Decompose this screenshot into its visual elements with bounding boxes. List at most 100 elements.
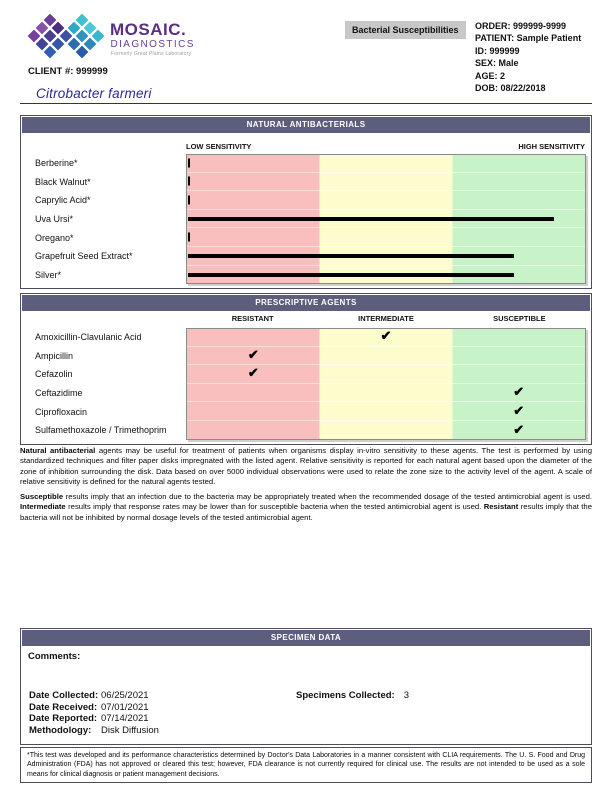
result-cell-resistant: ✔ xyxy=(187,347,320,366)
specimen-date-label: Methodology: xyxy=(29,724,92,736)
result-cell-susceptible xyxy=(452,365,586,384)
result-cell-intermediate xyxy=(319,365,453,384)
natural-agent-row: Berberine* xyxy=(21,154,591,173)
specimen-date-line: Methodology: Disk Diffusion xyxy=(29,725,159,737)
sensitivity-bar-cell xyxy=(187,247,585,266)
note-text: results imply that the bacteria will not… xyxy=(20,502,592,522)
sensitivity-scale-labels: LOW SENSITIVITY HIGH SENSITIVITY xyxy=(21,134,591,154)
patient-info-line: ORDER: 999999-9999 xyxy=(475,21,567,31)
mosaic-diagnostics-logo: MOSAIC. DIAGNOSTICS Formerly Great Plain… xyxy=(26,10,196,69)
high-sensitivity-label: HIGH SENSITIVITY xyxy=(518,142,585,151)
resistant-column-header: RESISTANT xyxy=(231,314,274,323)
specimen-date-label: Date Collected: xyxy=(29,690,99,701)
check-icon: ✔ xyxy=(247,365,259,381)
title-rule xyxy=(20,103,592,104)
natural-agent-name: Grapefruit Seed Extract* xyxy=(35,251,133,262)
sensitivity-bar-cell xyxy=(187,173,585,192)
patient-info-line: DOB: 08/22/2018 xyxy=(475,83,546,94)
specimens-collected-value: 3 xyxy=(403,690,410,701)
result-column-headers: RESISTANT INTERMEDIATE SUSCEPTIBLE xyxy=(21,312,591,328)
note-keyword: Natural antibacterial xyxy=(20,446,96,455)
result-cell-intermediate xyxy=(319,384,453,403)
client-value: 999999 xyxy=(76,66,108,77)
sensitivity-bar xyxy=(188,272,515,277)
prescriptive-rows: Amoxicillin-Clavulanic Acid ✔ Ampicillin ✔ C… xyxy=(21,328,591,440)
logo-brand-text: MOSAIC. xyxy=(110,20,186,39)
result-color-band xyxy=(186,328,586,440)
result-cell-susceptible: ✔ xyxy=(452,402,586,421)
specimen-data-section: SPECIMEN DATA Comments: Date Collected: 0… xyxy=(20,628,592,745)
specimen-section-header: SPECIMEN DATA xyxy=(22,630,590,646)
susceptible-column-header: SUSCEPTIBLE xyxy=(493,314,546,323)
prescriptive-agent-row: Cefazolin ✔ xyxy=(21,365,591,384)
note-text: results imply that response rates may be… xyxy=(65,502,484,512)
result-cell-susceptible xyxy=(452,328,586,347)
result-cell-susceptible: ✔ xyxy=(452,421,585,440)
note-text: agents may be useful for treatment of pa… xyxy=(20,446,592,486)
result-cell-susceptible xyxy=(452,347,586,366)
patient-info-block: ORDER: 999999-9999 PATIENT: Sample Patien… xyxy=(475,20,581,94)
result-cell-resistant xyxy=(187,328,320,347)
sensitivity-bar-cell xyxy=(187,191,585,210)
natural-agent-row: Oregano* xyxy=(21,228,591,247)
natural-agent-name: Black Walnut* xyxy=(35,176,91,187)
sensitivity-bar-cell xyxy=(187,228,585,247)
prescriptive-section-header: PRESCRIPTIVE AGENTS xyxy=(22,295,590,311)
prescriptive-agent-name: Ceftazidime xyxy=(35,388,83,399)
result-definitions-note: Susceptible results imply that an infect… xyxy=(20,492,592,523)
sensitivity-bar xyxy=(188,253,515,258)
result-cell-intermediate: ✔ xyxy=(319,328,453,347)
result-cell-intermediate xyxy=(320,421,453,440)
prescriptive-agent-row: Ampicillin ✔ xyxy=(21,347,591,366)
prescriptive-agent-name: Ampicillin xyxy=(35,350,74,361)
prescriptive-agent-name: Cefazolin xyxy=(35,369,73,380)
natural-section-header: NATURAL ANTIBACTERIALS xyxy=(22,117,590,133)
specimens-collected: Specimens Collected: 3 xyxy=(296,690,409,701)
natural-agents-note: Natural antibacterial agents may be usef… xyxy=(20,446,592,487)
result-cell-resistant xyxy=(187,402,320,421)
prescriptive-agent-name: Ciprofloxacin xyxy=(35,406,88,417)
note-keyword: Resistant xyxy=(483,502,519,512)
specimen-dates-block: Date Collected: 06/25/2021 Date Received: 0… xyxy=(29,690,159,736)
client-label: CLIENT #: xyxy=(28,66,74,77)
natural-agent-name: Caprylic Acid* xyxy=(35,195,91,206)
check-icon: ✔ xyxy=(513,402,525,418)
check-icon: ✔ xyxy=(513,384,525,400)
check-icon: ✔ xyxy=(380,328,392,344)
prescriptive-agents-section: PRESCRIPTIVE AGENTS RESISTANT INTERMEDIA… xyxy=(20,293,592,445)
natural-agent-row: Silver* xyxy=(21,266,591,285)
result-cell-resistant xyxy=(187,384,320,403)
natural-antibacterials-section: NATURAL ANTIBACTERIALS LOW SENSITIVITY H… xyxy=(20,115,592,290)
logo-mosaic-icon: MOSAIC. DIAGNOSTICS Formerly Great Plain… xyxy=(27,13,195,59)
note-keyword: Susceptible xyxy=(20,492,64,502)
prescriptive-agent-row: Ciprofloxacin ✔ xyxy=(21,402,591,421)
natural-agent-name: Silver* xyxy=(35,269,62,280)
result-cell-resistant xyxy=(187,421,320,440)
prescriptive-agent-row: Ceftazidime ✔ xyxy=(21,384,591,403)
specimen-date-value: 06/25/2021 xyxy=(101,690,149,701)
specimen-date-value: Disk Diffusion xyxy=(101,724,159,736)
sensitivity-bar xyxy=(188,195,190,205)
logo-sub-text: DIAGNOSTICS xyxy=(111,39,195,50)
specimen-date-line: Date Received: 07/01/2021 xyxy=(29,702,159,714)
specimens-collected-label: Specimens Collected: xyxy=(296,690,395,701)
note-text: results imply that an infection due to t… xyxy=(63,492,592,502)
natural-agent-row: Caprylic Acid* xyxy=(21,191,591,210)
natural-agent-name: Berberine* xyxy=(35,158,78,169)
logo-tagline-text: Formerly Great Plains Laboratory xyxy=(111,51,192,57)
intermediate-column-header: INTERMEDIATE xyxy=(358,314,414,323)
explanatory-notes: Natural antibacterial agents may be usef… xyxy=(20,446,592,523)
natural-agent-row: Black Walnut* xyxy=(21,173,591,192)
clia-disclaimer: *This test was developed and its perform… xyxy=(20,747,592,783)
result-cell-intermediate xyxy=(319,402,453,421)
sensitivity-bar xyxy=(188,176,190,186)
specimen-date-line: Date Reported: 07/14/2021 xyxy=(29,713,159,725)
prescriptive-agent-row: Amoxicillin-Clavulanic Acid ✔ xyxy=(21,328,591,347)
prescriptive-agent-name: Sulfamethoxazole / Trimethoprim xyxy=(35,425,167,436)
sensitivity-bar-cell xyxy=(187,210,585,229)
prescriptive-agent-row: Sulfamethoxazole / Trimethoprim ✔ xyxy=(21,421,591,440)
check-icon: ✔ xyxy=(513,421,525,437)
result-cell-susceptible: ✔ xyxy=(452,384,586,403)
low-sensitivity-label: LOW SENSITIVITY xyxy=(186,142,252,151)
